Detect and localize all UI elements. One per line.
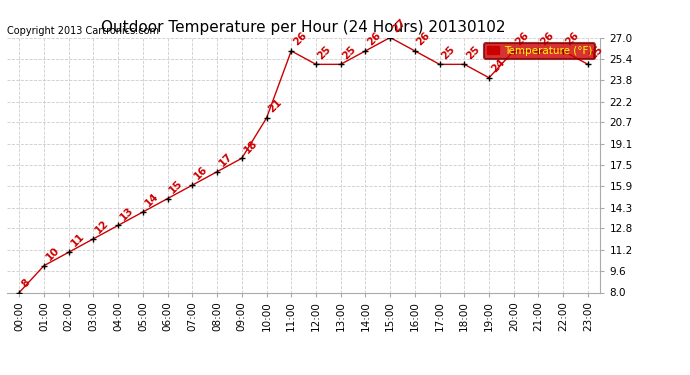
Text: 17: 17 <box>217 151 235 168</box>
Text: 11: 11 <box>69 231 86 249</box>
Text: 27: 27 <box>390 17 408 34</box>
Text: 15: 15 <box>168 178 185 195</box>
Text: 26: 26 <box>563 30 580 48</box>
Text: 16: 16 <box>193 165 210 182</box>
Title: Outdoor Temperature per Hour (24 Hours) 20130102: Outdoor Temperature per Hour (24 Hours) … <box>101 20 506 35</box>
Text: 12: 12 <box>93 218 111 236</box>
Text: 21: 21 <box>266 98 284 115</box>
Text: 25: 25 <box>588 44 605 61</box>
Text: 14: 14 <box>143 191 160 208</box>
Text: 25: 25 <box>440 44 457 61</box>
Text: 8: 8 <box>19 277 32 289</box>
Text: 25: 25 <box>316 44 333 61</box>
Legend: Temperature (°F): Temperature (°F) <box>484 43 595 59</box>
Text: 26: 26 <box>514 30 531 48</box>
Text: 26: 26 <box>291 30 308 48</box>
Text: 13: 13 <box>118 205 135 222</box>
Text: Copyright 2013 Cartronics.com: Copyright 2013 Cartronics.com <box>7 26 159 36</box>
Text: 25: 25 <box>341 44 358 61</box>
Text: 24: 24 <box>489 57 506 74</box>
Text: 26: 26 <box>366 30 383 48</box>
Text: 18: 18 <box>241 138 259 155</box>
Text: 26: 26 <box>538 30 556 48</box>
Text: 10: 10 <box>44 245 61 262</box>
Text: 25: 25 <box>464 44 482 61</box>
Text: 26: 26 <box>415 30 432 48</box>
